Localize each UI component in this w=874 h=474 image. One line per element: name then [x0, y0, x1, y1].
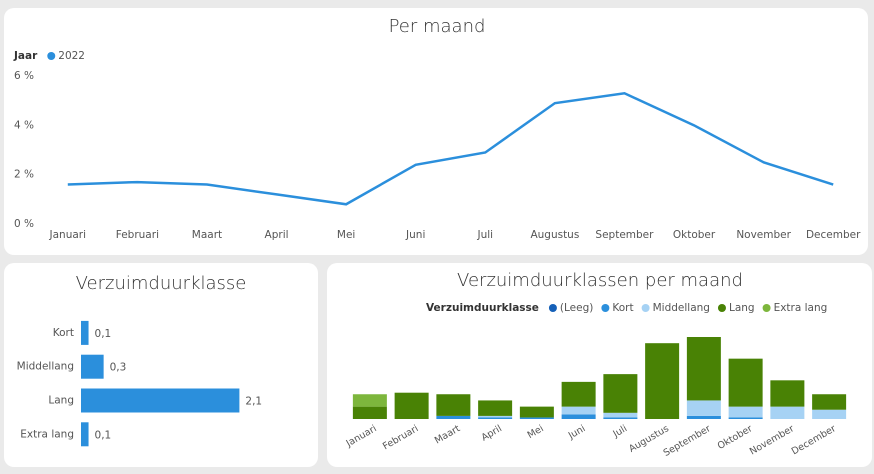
x-tick-label: Augustus	[530, 229, 579, 241]
bar-segment	[686, 337, 721, 401]
bar-segment	[561, 414, 596, 419]
data-label: 0,3	[110, 362, 127, 374]
y-tick-label: 6 %	[14, 70, 34, 82]
data-label: 0,1	[95, 328, 112, 340]
bar-segment	[478, 415, 513, 418]
chart-title: Per maand	[389, 16, 486, 37]
x-tick-label: Maart	[192, 229, 222, 241]
bar-segment	[770, 406, 805, 419]
x-tick-label: Mei	[337, 229, 355, 241]
bar-segment	[728, 417, 763, 419]
bar-segment	[812, 394, 847, 410]
line	[67, 91, 834, 206]
legend-label: Lang	[729, 302, 755, 314]
legend-label: 2022	[58, 50, 85, 62]
bar-segment	[561, 406, 596, 415]
bar-segment	[603, 374, 638, 413]
legend-marker	[601, 304, 610, 312]
y-tick-label: 4 %	[14, 119, 34, 131]
bar-segment	[394, 392, 429, 419]
x-tick-label: Januari	[49, 229, 87, 241]
x-tick-label: Oktober	[673, 229, 716, 241]
bar	[81, 422, 89, 447]
legend-marker	[717, 304, 726, 312]
bar-segment	[728, 406, 763, 418]
bar-segment	[436, 415, 471, 419]
chart-title: Verzuimduurklasse	[76, 273, 247, 294]
legend-marker	[762, 304, 771, 312]
legend-label: (Leeg)	[560, 302, 593, 314]
bar-segment	[645, 343, 680, 419]
x-tick-label: April	[265, 229, 289, 241]
bar-segment	[812, 409, 847, 419]
data-label: 2,1	[245, 396, 262, 408]
legend-title: Jaar	[13, 50, 38, 62]
x-tick-label: December	[806, 229, 861, 241]
bar-segment	[352, 394, 387, 407]
x-tick-label: September	[595, 229, 654, 241]
bar-segment	[519, 406, 554, 418]
legend-label: Middellang	[653, 302, 710, 314]
bar-segment	[478, 400, 513, 416]
legend-marker	[641, 304, 650, 312]
card	[4, 8, 868, 255]
legend-label: Extra lang	[774, 302, 828, 314]
bar-segment	[561, 381, 596, 407]
legend-title: Verzuimduurklasse	[426, 302, 539, 314]
bar-segment	[686, 415, 721, 419]
legend-marker	[47, 52, 56, 60]
legend-marker	[548, 304, 557, 312]
bar-segment	[603, 412, 638, 418]
bar-segment	[603, 417, 638, 419]
bar-segment	[352, 406, 387, 419]
y-tick-label: Extra lang	[20, 428, 74, 440]
y-tick-label: 0 %	[14, 218, 34, 230]
legend-label: Kort	[612, 302, 633, 314]
card	[4, 263, 318, 467]
x-tick-label: Februari	[116, 229, 159, 241]
bar-segment	[728, 358, 763, 407]
bar-segment	[770, 380, 805, 407]
y-tick-label: Middellang	[17, 361, 74, 373]
chart-title: Verzuimduurklassen per maand	[457, 270, 743, 291]
x-tick-label: Juni	[405, 229, 425, 241]
bar-segment	[436, 394, 471, 416]
bar-segment	[686, 400, 721, 416]
bar	[81, 354, 104, 379]
data-label: 0,1	[95, 429, 112, 441]
bar-segment	[519, 417, 554, 419]
x-tick-label: November	[736, 229, 791, 241]
y-tick-label: 2 %	[14, 169, 34, 181]
bar-segment	[478, 417, 513, 419]
bar	[81, 320, 89, 345]
y-tick-label: Lang	[48, 395, 74, 407]
y-tick-label: Kort	[53, 327, 74, 339]
x-tick-label: Juli	[476, 229, 493, 241]
bar	[81, 388, 240, 413]
